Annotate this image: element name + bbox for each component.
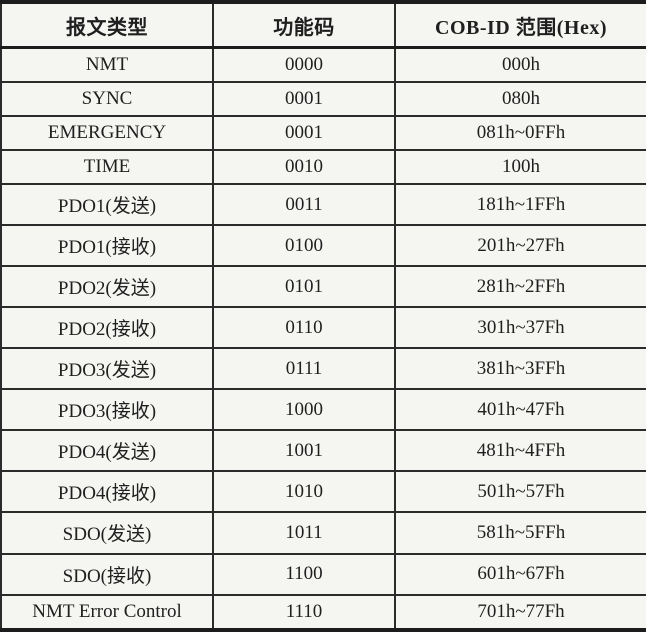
table-row: SDO(发送) 1011 581h~5FFh [0, 511, 646, 555]
cell-cob-id-range: 281h~2FFh [394, 265, 646, 309]
cell-message-type: SDO(接收) [0, 552, 214, 596]
cell-message-type: PDO3(发送) [0, 347, 214, 391]
cell-cob-id-range: 601h~67Fh [394, 552, 646, 596]
cell-cob-id-range: 000h [394, 46, 646, 84]
cell-function-code: 0110 [212, 306, 396, 350]
cell-message-type: PDO3(接收) [0, 388, 214, 432]
table-row: NMT 0000 000h [0, 46, 646, 84]
table-row: PDO1(接收) 0100 201h~27Fh [0, 224, 646, 268]
cell-function-code: 1000 [212, 388, 396, 432]
cell-cob-id-range: 481h~4FFh [394, 429, 646, 473]
column-header-function-code: 功能码 [212, 1, 396, 49]
table-body: NMT 0000 000h SYNC 0001 080h EMERGENCY 0… [0, 46, 646, 632]
cell-function-code: 0101 [212, 265, 396, 309]
cell-cob-id-range: 501h~57Fh [394, 470, 646, 514]
cell-function-code: 0000 [212, 46, 396, 84]
cell-cob-id-range: 100h [394, 149, 646, 186]
table-row: PDO3(接收) 1000 401h~47Fh [0, 388, 646, 432]
table-row: NMT Error Control 1110 701h~77Fh [0, 593, 646, 632]
table-row: PDO1(发送) 0011 181h~1FFh [0, 183, 646, 227]
cell-function-code: 0001 [212, 115, 396, 152]
cell-message-type: EMERGENCY [0, 115, 214, 152]
table-row: TIME 0010 100h [0, 149, 646, 186]
cell-cob-id-range: 301h~37Fh [394, 306, 646, 350]
cell-message-type: PDO1(发送) [0, 183, 214, 227]
cell-message-type: NMT Error Control [0, 593, 214, 632]
cell-cob-id-range: 581h~5FFh [394, 511, 646, 555]
cell-function-code: 1011 [212, 511, 396, 555]
cell-cob-id-range: 381h~3FFh [394, 347, 646, 391]
cell-cob-id-range: 080h [394, 81, 646, 118]
cell-function-code: 0011 [212, 183, 396, 227]
cell-message-type: SYNC [0, 81, 214, 118]
cell-message-type: PDO2(接收) [0, 306, 214, 350]
table-row: EMERGENCY 0001 081h~0FFh [0, 115, 646, 152]
table-row: PDO4(发送) 1001 481h~4FFh [0, 429, 646, 473]
table-row: PDO4(接收) 1010 501h~57Fh [0, 470, 646, 514]
table-row: SYNC 0001 080h [0, 81, 646, 118]
table-row: PDO3(发送) 0111 381h~3FFh [0, 347, 646, 391]
column-header-cob-id-range: COB-ID 范围(Hex) [394, 1, 646, 49]
cell-function-code: 0001 [212, 81, 396, 118]
cell-cob-id-range: 181h~1FFh [394, 183, 646, 227]
cell-function-code: 0010 [212, 149, 396, 186]
cell-cob-id-range: 401h~47Fh [394, 388, 646, 432]
table-header: 报文类型 功能码 COB-ID 范围(Hex) [0, 1, 646, 49]
header-row: 报文类型 功能码 COB-ID 范围(Hex) [0, 1, 646, 49]
cell-function-code: 1110 [212, 593, 396, 632]
cell-function-code: 1001 [212, 429, 396, 473]
cell-function-code: 0100 [212, 224, 396, 268]
table-row: PDO2(发送) 0101 281h~2FFh [0, 265, 646, 309]
cell-message-type: PDO4(发送) [0, 429, 214, 473]
cell-function-code: 1100 [212, 552, 396, 596]
table-row: PDO2(接收) 0110 301h~37Fh [0, 306, 646, 350]
table-row: SDO(接收) 1100 601h~67Fh [0, 552, 646, 596]
cell-message-type: PDO4(接收) [0, 470, 214, 514]
cell-cob-id-range: 081h~0FFh [394, 115, 646, 152]
cell-message-type: NMT [0, 46, 214, 84]
cell-cob-id-range: 201h~27Fh [394, 224, 646, 268]
column-header-message-type: 报文类型 [0, 1, 214, 49]
cell-message-type: PDO2(发送) [0, 265, 214, 309]
cell-function-code: 0111 [212, 347, 396, 391]
cell-function-code: 1010 [212, 470, 396, 514]
cell-message-type: SDO(发送) [0, 511, 214, 555]
cell-message-type: TIME [0, 149, 214, 186]
cell-message-type: PDO1(接收) [0, 224, 214, 268]
cell-cob-id-range: 701h~77Fh [394, 593, 646, 632]
